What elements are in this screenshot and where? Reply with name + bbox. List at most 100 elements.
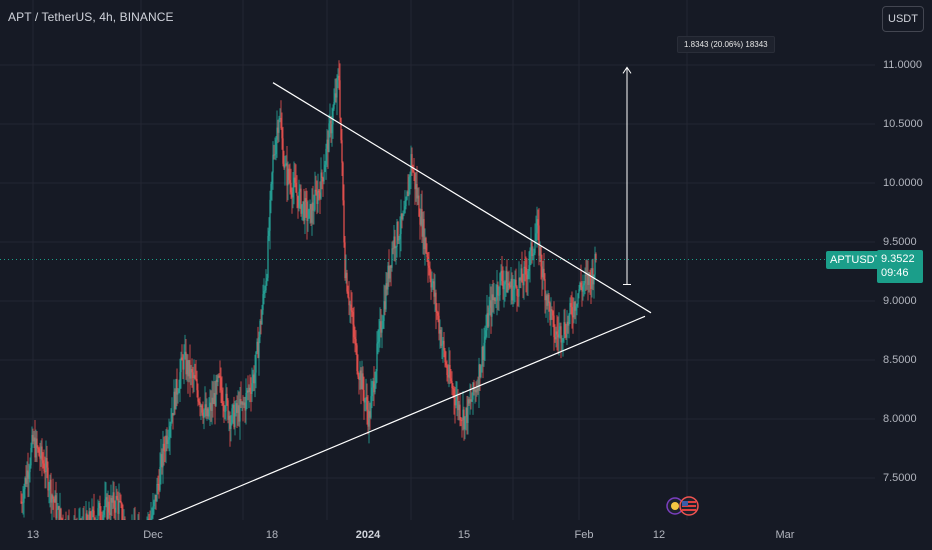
symbol-title[interactable]: APT / TetherUS, 4h, BINANCE	[8, 10, 174, 24]
candle	[250, 377, 252, 412]
time-tick: 15	[457, 529, 471, 541]
candle	[224, 405, 226, 420]
candle	[280, 100, 282, 130]
candle-body	[523, 266, 525, 286]
candle-body	[284, 165, 286, 168]
candle	[260, 309, 262, 335]
candle-body	[186, 360, 188, 375]
candle	[401, 213, 403, 229]
candle-body	[359, 370, 361, 380]
candle-body	[437, 313, 439, 316]
candle-body	[392, 248, 394, 250]
candle-body	[515, 279, 517, 287]
candle	[470, 384, 472, 410]
candle-body	[465, 407, 467, 417]
candle-body	[343, 200, 345, 243]
candle	[308, 208, 310, 219]
candle-body	[208, 409, 210, 417]
price-tick: 9.5000	[883, 236, 917, 248]
candle	[216, 374, 218, 395]
candle	[536, 206, 538, 248]
candle	[271, 171, 273, 201]
candle-body	[592, 268, 594, 285]
price-range-tool	[622, 66, 632, 285]
candle-body	[292, 187, 294, 198]
candle	[383, 284, 385, 329]
candle	[163, 436, 165, 466]
price-tick: 11.0000	[883, 59, 922, 71]
candle	[24, 476, 26, 499]
event-markers[interactable]	[665, 496, 705, 516]
drawing-layer	[0, 66, 875, 520]
candle-body	[33, 437, 35, 442]
candle	[474, 387, 476, 404]
candle-body	[551, 309, 553, 312]
candle-body	[516, 286, 518, 296]
candle-body	[550, 309, 552, 321]
candle-body	[22, 502, 24, 504]
candle-body	[410, 154, 412, 176]
candle	[547, 290, 549, 323]
candle-body	[424, 237, 426, 250]
candle-body	[99, 503, 101, 520]
currency-button[interactable]: USDT	[882, 6, 924, 32]
candle	[544, 273, 546, 314]
candle-body	[311, 202, 313, 223]
candle	[60, 507, 62, 520]
candle-body	[570, 303, 572, 308]
candle	[438, 303, 440, 341]
candle	[499, 272, 501, 301]
candle-body	[248, 387, 250, 393]
candle	[506, 259, 508, 293]
candle-body	[537, 219, 539, 226]
candle	[203, 408, 205, 430]
candle	[101, 511, 103, 520]
candle	[46, 445, 48, 479]
candle-body	[489, 300, 491, 308]
candle-body	[509, 285, 511, 288]
candle-body	[153, 501, 155, 507]
candle-body	[258, 337, 260, 358]
candle-body	[438, 315, 440, 334]
candle	[372, 377, 374, 402]
candle-body	[435, 292, 437, 311]
candle-body	[581, 287, 583, 292]
candle	[468, 397, 470, 406]
candle-body	[572, 315, 574, 318]
candle	[527, 269, 529, 296]
candle	[408, 174, 410, 206]
candle	[184, 334, 186, 360]
candle-body	[456, 396, 458, 400]
candle-body	[286, 163, 288, 186]
candle-body	[412, 170, 414, 172]
candle	[232, 403, 234, 424]
candle	[559, 322, 561, 339]
candle	[389, 265, 391, 283]
candle	[483, 327, 485, 367]
us-flag-icon[interactable]	[679, 496, 699, 516]
candle-body	[530, 242, 532, 251]
candle-body	[38, 448, 40, 456]
candle	[104, 481, 106, 518]
candle	[122, 504, 124, 520]
candle-body	[300, 188, 302, 214]
candle	[568, 312, 570, 339]
candle-body	[383, 301, 385, 321]
candle-body	[461, 419, 463, 421]
candle-body	[390, 265, 392, 268]
candle	[548, 292, 550, 312]
candle-body	[191, 368, 193, 373]
candle	[188, 360, 190, 383]
candlestick-chart[interactable]	[0, 0, 875, 520]
candle	[118, 483, 120, 520]
candle	[442, 337, 444, 363]
candle-body	[403, 213, 405, 215]
candle-body	[267, 235, 269, 278]
candle	[172, 412, 174, 430]
candle-body	[261, 310, 263, 325]
candle-body	[357, 371, 359, 377]
candle	[335, 78, 337, 103]
candle	[230, 415, 232, 442]
candle-body	[448, 364, 450, 378]
price-range-label[interactable]: 1.8343 (20.06%) 18343	[677, 36, 775, 53]
